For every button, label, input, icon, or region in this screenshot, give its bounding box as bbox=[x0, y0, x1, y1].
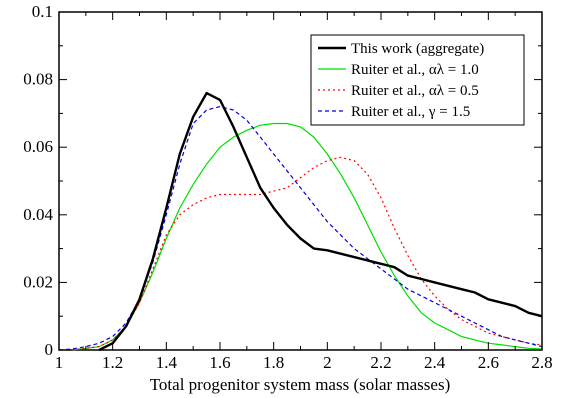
legend-label-4: Ruiter et al., γ = 1.5 bbox=[351, 104, 470, 120]
y-tick-label: 0 bbox=[45, 340, 54, 359]
legend: This work (aggregate) Ruiter et al., αλ =… bbox=[310, 34, 525, 126]
x-tick-label: 1.2 bbox=[102, 353, 123, 372]
x-tick-label: 1.6 bbox=[209, 353, 230, 372]
x-tick-label: 2.6 bbox=[478, 353, 499, 372]
x-tick-label: 2.8 bbox=[531, 353, 552, 372]
y-tick-label: 0.04 bbox=[23, 205, 53, 224]
legend-box bbox=[310, 34, 525, 126]
x-tick-label: 1.4 bbox=[156, 353, 178, 372]
x-axis-title: Total progenitor system mass (solar mass… bbox=[150, 375, 451, 394]
tick-layer: 1 1.2 1.4 1.6 1.8 2 2.2 2.4 2.6 2.8 0 0.02 0.04 0.06 0… bbox=[23, 2, 552, 372]
series-layer bbox=[58, 91, 543, 352]
x-tick-label: 2.2 bbox=[370, 353, 391, 372]
x-tick-label: 1 bbox=[55, 353, 64, 372]
legend-label-1: This work (aggregate) bbox=[351, 41, 484, 57]
y-tick-label: 0.08 bbox=[23, 70, 53, 89]
y-tick-label: 0.02 bbox=[23, 272, 53, 291]
y-tick-label: 0.06 bbox=[23, 137, 53, 156]
series-line-4 bbox=[58, 105, 543, 351]
legend-label-2: Ruiter et al., αλ = 1.0 bbox=[351, 62, 479, 78]
x-tick-label: 1.8 bbox=[263, 353, 284, 372]
x-tick-label: 2.4 bbox=[424, 353, 446, 372]
y-tick-label: 0.1 bbox=[32, 2, 53, 21]
x-tick-label: 2 bbox=[323, 353, 332, 372]
series-line-1 bbox=[98, 91, 543, 352]
series-line-2 bbox=[72, 122, 543, 351]
legend-items: This work (aggregate) Ruiter et al., αλ =… bbox=[318, 41, 484, 120]
legend-label-3: Ruiter et al., αλ = 0.5 bbox=[351, 83, 479, 99]
